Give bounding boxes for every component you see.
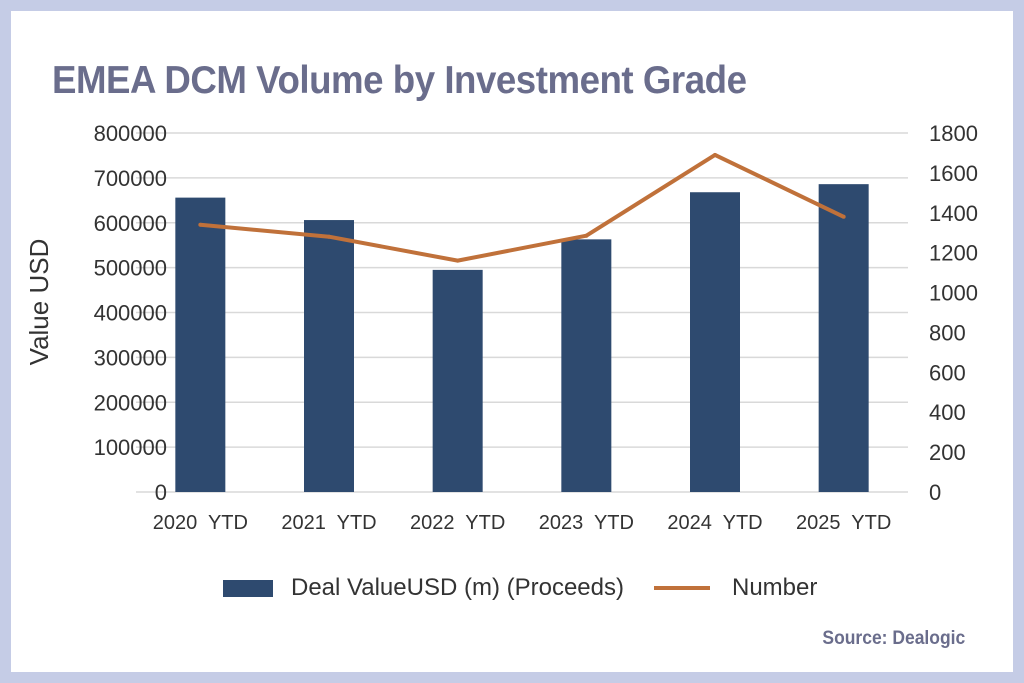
x-tick-label: 2021 YTD (281, 512, 376, 534)
left-tick-label: 500000 (94, 256, 167, 281)
right-tick-label: 200 (929, 440, 966, 465)
gridlines (136, 132, 908, 493)
legend-line-swatch (654, 586, 710, 590)
bar (818, 184, 869, 492)
right-tick-label: 0 (929, 480, 941, 505)
x-tick-label: 2025 YTD (796, 512, 891, 534)
legend-item-line: Number (624, 574, 817, 602)
left-tick-label: 800000 (94, 121, 167, 146)
bar (304, 220, 354, 492)
bar (175, 197, 226, 492)
legend-line-label: Number (732, 574, 818, 601)
line-point (327, 234, 331, 239)
x-axis-ticks: 2020 YTD 2021 YTD 2022 YTD 2023 YTD 2024 YTD… (153, 512, 892, 534)
left-tick-label: 300000 (94, 345, 167, 370)
line-point (841, 214, 846, 219)
combo-chart: 0 100000 200000 300000 400000 500000 600000 700… (24, 121, 978, 534)
left-tick-label: 600000 (94, 211, 167, 236)
right-tick-label: 600 (929, 360, 966, 385)
chart-title: EMEA DCM Volume by Investment Grade (52, 59, 747, 102)
bar (690, 192, 740, 493)
bar-series (175, 184, 869, 493)
right-tick-label: 1600 (929, 161, 978, 186)
legend-bar-label: Deal ValueUSD (m) (Proceeds) (291, 574, 624, 601)
line-point (455, 258, 460, 263)
y-axis-label: Value USD (24, 239, 54, 366)
line-point (713, 152, 717, 157)
line-point (198, 222, 203, 227)
bar (432, 269, 483, 492)
x-tick-label: 2023 YTD (539, 512, 634, 534)
source-note: Source: Dealogic (822, 628, 965, 649)
chart-card: EMEA DCM Volume by Investment Grade 0 100… (11, 11, 1013, 672)
x-tick-label: 2022 YTD (410, 512, 505, 534)
left-tick-label: 700000 (94, 166, 167, 191)
right-tick-label: 1800 (929, 121, 978, 146)
right-tick-label: 1200 (929, 241, 978, 266)
right-tick-label: 1000 (929, 281, 978, 306)
left-tick-label: 0 (155, 480, 167, 505)
right-tick-label: 400 (929, 400, 966, 425)
legend-item-bar: Deal ValueUSD (m) (Proceeds) (223, 574, 624, 602)
left-tick-label: 100000 (94, 435, 167, 460)
legend-bar-swatch (223, 579, 273, 597)
right-axis-ticks: 0 200 400 600 800 1000 1200 1400 1600 1800 (929, 121, 978, 505)
right-tick-label: 1400 (929, 201, 978, 226)
legend: Deal ValueUSD (m) (Proceeds) Number (223, 574, 817, 602)
bar (561, 239, 612, 492)
x-tick-label: 2020 YTD (153, 512, 248, 534)
line-point (584, 233, 589, 238)
right-tick-label: 800 (929, 320, 966, 345)
left-tick-label: 400000 (94, 301, 167, 326)
left-tick-label: 200000 (94, 390, 167, 415)
line-series (198, 152, 846, 263)
x-tick-label: 2024 YTD (667, 512, 762, 534)
number-line (200, 152, 845, 263)
left-axis-ticks: 0 100000 200000 300000 400000 500000 600000 700… (94, 121, 167, 505)
